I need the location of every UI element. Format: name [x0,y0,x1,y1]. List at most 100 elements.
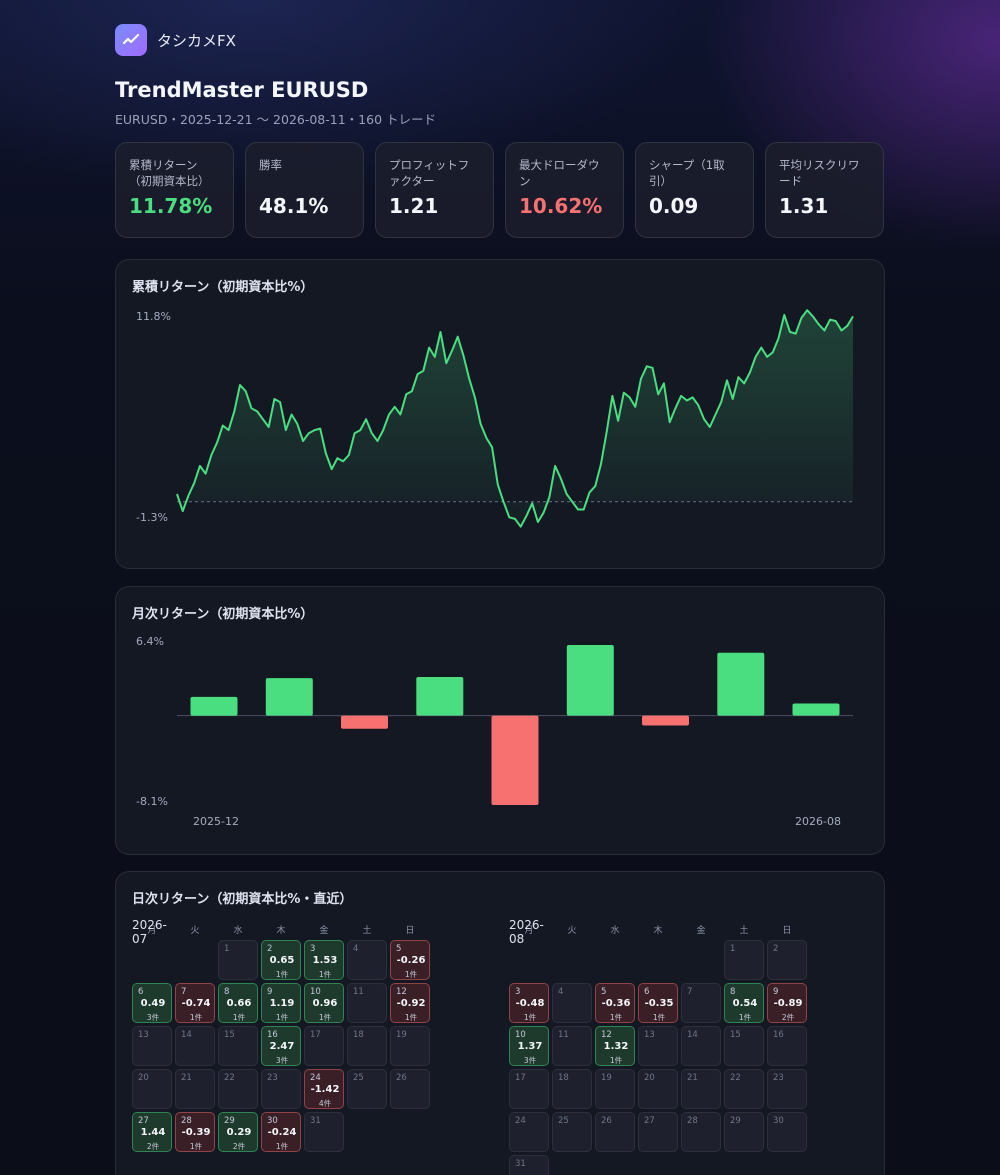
calendar-day-return: -0.74 [181,998,211,1009]
calendar-day-cell[interactable]: 3 -0.48 1件 [509,983,549,1023]
monthly-bar-2026-06 [642,715,689,726]
calendar-day-number: 30 [773,1116,784,1126]
calendar-day-cell: 17 [304,1026,344,1066]
calendar-day-cell[interactable]: 6 -0.35 1件 [638,983,678,1023]
brand-header[interactable]: タシカメFX [115,24,236,56]
calendar-day-cell[interactable]: 27 1.44 2件 [132,1112,172,1152]
calendar-trade-count: 1件 [189,1013,203,1022]
calendar-day-number: 18 [558,1073,569,1083]
calendar-day-return: -0.39 [181,1127,211,1138]
calendar-day-cell[interactable]: 5 -0.26 1件 [390,940,430,980]
calendar-day-number: 3 [310,944,316,954]
calendar-trade-count: 1件 [404,1013,418,1022]
calendar-weekday-label: 火 [190,926,200,936]
calendar-day-return: 0.96 [312,998,338,1009]
calendar-day-cell[interactable]: 8 0.54 1件 [724,983,764,1023]
calendar-day-cell: 14 [681,1026,721,1066]
calendar-day-cell[interactable]: 30 -0.24 1件 [261,1112,301,1152]
calendar-day-cell: 31 [304,1112,344,1152]
calendar-day-number: 1 [224,944,230,954]
calendar-day-cell: 4 [552,983,592,1023]
calendar-day-cell[interactable]: 12 -0.92 1件 [390,983,430,1023]
calendar-day-number: 9 [267,987,273,997]
calendar-weekday-label: 日 [782,926,792,936]
calendar-trade-count: 1件 [232,1013,246,1022]
calendar-day-cell[interactable]: 28 -0.39 1件 [175,1112,215,1152]
calendar-day-number: 28 [687,1116,698,1126]
calendar-day-return: -0.35 [644,998,674,1009]
calendar-day-cell: 21 [175,1069,215,1109]
calendar-day-cell[interactable]: 9 -0.89 2件 [767,983,807,1023]
calendar-day-cell[interactable]: 10 0.96 1件 [304,983,344,1023]
calendar-month-title: 2026-07 [132,918,167,946]
calendar-day-number: 20 [644,1073,655,1083]
calendar-day-cell[interactable]: 7 -0.74 1件 [175,983,215,1023]
calendar-day-cell[interactable]: 12 1.32 1件 [595,1026,635,1066]
calendar-day-cell: 17 [509,1069,549,1109]
kpi-label: 勝率 [259,158,282,172]
calendar-day-number: 23 [773,1073,784,1083]
calendar-trade-count: 1件 [738,1013,752,1022]
monthly-y-min-label: -8.1% [136,795,168,808]
cumulative-return-chart: 11.8% -1.3% [136,309,854,528]
kpi-card-cumulative-return: 累積リターン（初期資本比） 11.78% [115,142,234,238]
calendar-day-number: 2 [773,944,779,954]
calendar-day-cell: 22 [724,1069,764,1109]
calendar-day-cell: 27 [638,1112,678,1152]
calendar-trade-count: 3件 [275,1056,289,1065]
calendar-day-cell: 22 [218,1069,258,1109]
calendar-day-cell[interactable]: 24 -1.42 4件 [304,1069,344,1109]
calendar-day-cell: 13 [132,1026,172,1066]
calendar-day-cell: 25 [347,1069,387,1109]
calendar-day-cell: 2 [767,940,807,980]
calendar-day-number: 29 [224,1116,235,1126]
calendar-day-cell[interactable]: 2 0.65 1件 [261,940,301,980]
calendar-day-number: 7 [181,987,187,997]
calendar-trade-count: 1件 [652,1013,666,1022]
calendar-day-cell: 31 [509,1155,549,1175]
calendar-day-cell[interactable]: 16 2.47 3件 [261,1026,301,1066]
calendar-day-cell: 11 [552,1026,592,1066]
calendar-day-number: 26 [396,1073,407,1083]
kpi-card-win-rate: 勝率 48.1% [245,142,364,238]
calendar-day-number: 17 [310,1030,321,1040]
calendar-day-number: 15 [224,1030,235,1040]
calendar-day-cell: 15 [724,1026,764,1066]
calendar-day-number: 8 [224,987,230,997]
calendar-day-cell: 28 [681,1112,721,1152]
brand-name: タシカメFX [157,31,236,50]
daily-return-panel: 日次リターン（初期資本比%・直近） 月火水木金土日 2026-07 1 2 0.65 1件… [115,871,885,1175]
calendar-day-cell: 25 [552,1112,592,1152]
calendar-day-cell[interactable]: 8 0.66 1件 [218,983,258,1023]
calendar-day-number: 14 [687,1030,698,1040]
kpi-card-profit-factor: プロフィットファクター 1.21 [375,142,494,238]
calendar-day-return: 0.66 [226,998,252,1009]
calendar-day-number: 5 [601,987,607,997]
calendar-day-number: 13 [644,1030,655,1040]
kpi-value: 48.1% [259,194,329,218]
calendar-trade-count: 1件 [318,970,332,979]
calendar-day-number: 18 [353,1030,364,1040]
calendar-day-number: 24 [310,1073,321,1083]
calendar-weekday-label: 水 [610,926,620,936]
calendar-day-cell[interactable]: 29 0.29 2件 [218,1112,258,1152]
calendar-day-number: 31 [515,1159,526,1169]
calendar-day-cell[interactable]: 6 0.49 3件 [132,983,172,1023]
kpi-card-sharpe: シャープ（1取引） 0.09 [635,142,754,238]
calendar-day-number: 7 [687,987,693,997]
calendar-day-cell[interactable]: 9 1.19 1件 [261,983,301,1023]
calendar-day-return: 1.37 [517,1041,543,1052]
cumulative-area-fill [177,310,853,527]
calendar-day-number: 11 [353,987,364,997]
calendar-trade-count: 1件 [275,1013,289,1022]
calendar-day-cell[interactable]: 3 1.53 1件 [304,940,344,980]
calendar-day-number: 8 [730,987,736,997]
calendar-trade-count: 1件 [275,970,289,979]
calendar-day-cell[interactable]: 10 1.37 3件 [509,1026,549,1066]
calendar-day-number: 16 [267,1030,278,1040]
calendar-day-number: 10 [310,987,321,997]
calendar-day-cell: 15 [218,1026,258,1066]
calendar-day-cell[interactable]: 5 -0.36 1件 [595,983,635,1023]
calendar-weekday-label: 日 [405,926,415,936]
calendar-day-return: 1.19 [269,998,295,1009]
